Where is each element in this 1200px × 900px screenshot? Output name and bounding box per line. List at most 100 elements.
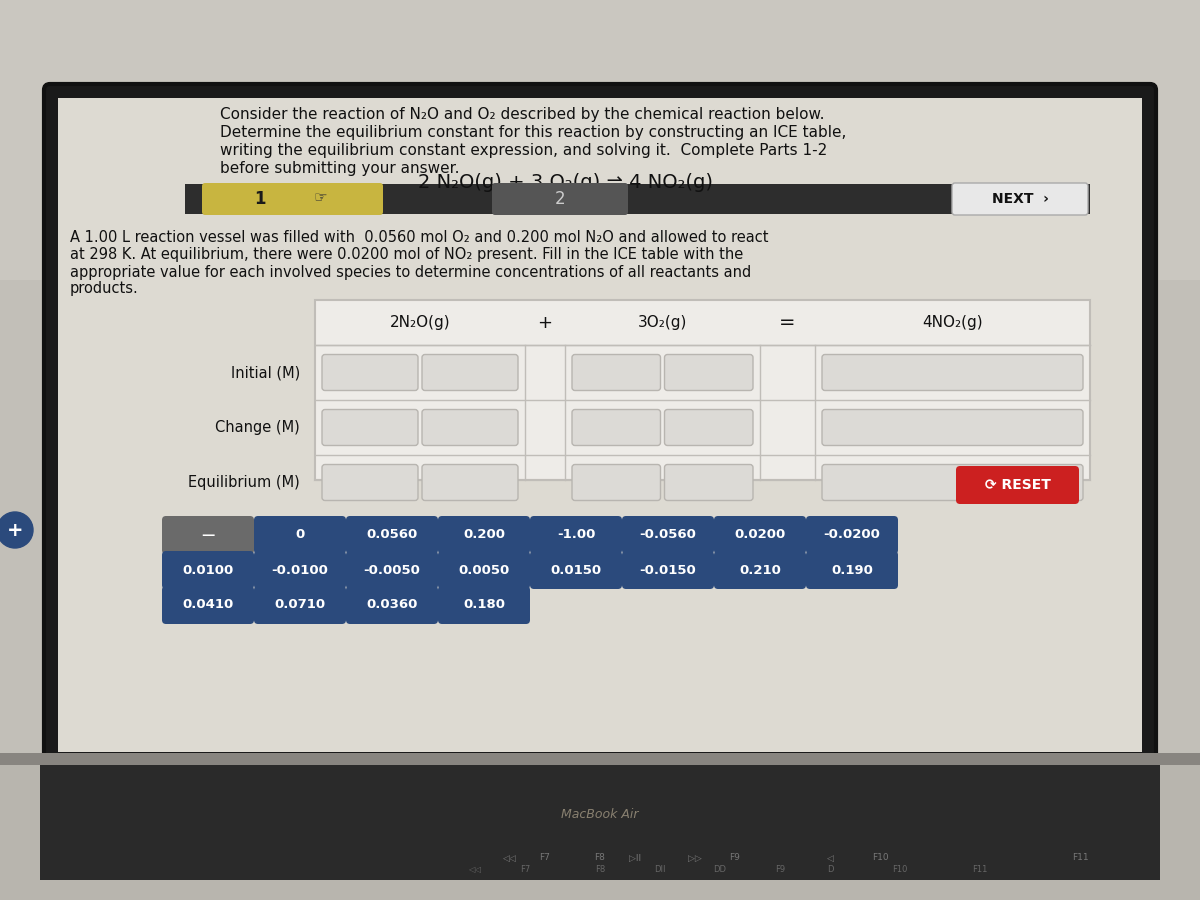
Text: 0.0150: 0.0150 [551, 563, 601, 577]
Text: 1: 1 [254, 190, 265, 208]
Circle shape [0, 512, 34, 548]
Text: 0.0410: 0.0410 [182, 598, 234, 611]
FancyBboxPatch shape [162, 516, 254, 554]
Text: —: — [202, 528, 215, 542]
FancyBboxPatch shape [438, 516, 530, 554]
Text: 3O₂(g): 3O₂(g) [638, 315, 688, 330]
FancyBboxPatch shape [665, 355, 754, 391]
Bar [0, 0, 1200, 280]
Text: -0.0560: -0.0560 [640, 528, 696, 542]
Text: F11: F11 [972, 866, 988, 875]
FancyBboxPatch shape [422, 464, 518, 500]
FancyBboxPatch shape [438, 551, 530, 589]
FancyBboxPatch shape [572, 355, 660, 391]
Text: 2 N₂O(g) + 3 O₂(g) ⇌ 4 NO₂(g): 2 N₂O(g) + 3 O₂(g) ⇌ 4 NO₂(g) [418, 173, 713, 192]
FancyBboxPatch shape [254, 551, 346, 589]
Text: A 1.00 L reaction vessel was filled with  0.0560 mol O₂ and 0.200 mol N₂O and al: A 1.00 L reaction vessel was filled with… [70, 230, 768, 246]
Text: products.: products. [70, 282, 139, 296]
Bar [0, 0, 1200, 770]
Text: ◁◁: ◁◁ [468, 866, 481, 875]
FancyBboxPatch shape [665, 464, 754, 500]
Text: F7: F7 [520, 866, 530, 875]
FancyBboxPatch shape [622, 516, 714, 554]
FancyBboxPatch shape [714, 551, 806, 589]
Text: F9: F9 [730, 853, 740, 862]
FancyBboxPatch shape [952, 183, 1088, 215]
Text: Change (M): Change (M) [215, 420, 300, 435]
Text: NEXT  ›: NEXT › [991, 192, 1049, 206]
Bar [314, 300, 1090, 480]
Text: 0.0050: 0.0050 [458, 563, 510, 577]
FancyBboxPatch shape [346, 516, 438, 554]
Text: +: + [7, 520, 23, 539]
FancyBboxPatch shape [822, 410, 1084, 446]
Text: DII: DII [654, 866, 666, 875]
Text: 2: 2 [554, 190, 565, 208]
FancyBboxPatch shape [492, 183, 628, 215]
Text: ⟳ RESET: ⟳ RESET [984, 478, 1050, 492]
FancyBboxPatch shape [530, 516, 622, 554]
Text: -0.0100: -0.0100 [271, 563, 329, 577]
Text: 0.0710: 0.0710 [275, 598, 325, 611]
Bar [0, 755, 1200, 900]
FancyBboxPatch shape [572, 410, 660, 446]
Text: =: = [779, 313, 796, 332]
Text: 0.0560: 0.0560 [366, 528, 418, 542]
FancyBboxPatch shape [162, 586, 254, 624]
FancyBboxPatch shape [44, 84, 1156, 766]
Text: F7: F7 [540, 853, 551, 862]
FancyBboxPatch shape [822, 355, 1084, 391]
Text: 0.190: 0.190 [832, 563, 872, 577]
Text: Initial (M): Initial (M) [230, 365, 300, 380]
FancyBboxPatch shape [346, 586, 438, 624]
Text: -1.00: -1.00 [557, 528, 595, 542]
Text: Determine the equilibrium constant for this reaction by constructing an ICE tabl: Determine the equilibrium constant for t… [220, 125, 846, 140]
Text: F10: F10 [893, 866, 907, 875]
Text: F8: F8 [594, 853, 606, 862]
FancyBboxPatch shape [254, 586, 346, 624]
Text: MacBook Air: MacBook Air [562, 807, 638, 821]
Text: F9: F9 [775, 866, 785, 875]
FancyBboxPatch shape [202, 183, 383, 215]
Text: 0.200: 0.200 [463, 528, 505, 542]
Text: at 298 K. At equilibrium, there were 0.0200 mol of NO₂ present. Fill in the ICE : at 298 K. At equilibrium, there were 0.0… [70, 248, 743, 263]
Text: Equilibrium (M): Equilibrium (M) [188, 475, 300, 490]
Text: DD: DD [714, 866, 726, 875]
Text: 0.210: 0.210 [739, 563, 781, 577]
FancyBboxPatch shape [322, 355, 418, 391]
Text: writing the equilibrium constant expression, and solving it.  Complete Parts 1-2: writing the equilibrium constant express… [220, 143, 827, 158]
Text: 0.0200: 0.0200 [734, 528, 786, 542]
Text: ☞: ☞ [313, 191, 326, 205]
FancyBboxPatch shape [665, 410, 754, 446]
Text: F11: F11 [1072, 853, 1088, 862]
Text: +: + [538, 313, 552, 331]
Text: 0: 0 [295, 528, 305, 542]
Text: ◁: ◁ [827, 853, 834, 862]
Text: before submitting your answer.: before submitting your answer. [220, 161, 460, 176]
Text: D: D [827, 866, 833, 875]
FancyBboxPatch shape [422, 355, 518, 391]
FancyBboxPatch shape [322, 410, 418, 446]
FancyBboxPatch shape [58, 98, 1142, 752]
Text: ▷▷: ▷▷ [688, 853, 702, 862]
Text: -0.0050: -0.0050 [364, 563, 420, 577]
FancyBboxPatch shape [806, 551, 898, 589]
Text: F8: F8 [595, 866, 605, 875]
Text: F10: F10 [871, 853, 888, 862]
Text: 4NO₂(g): 4NO₂(g) [922, 315, 983, 330]
Text: appropriate value for each involved species to determine concentrations of all r: appropriate value for each involved spec… [70, 265, 751, 280]
Text: ▷ll: ▷ll [629, 853, 641, 862]
Bar [185, 184, 1090, 214]
FancyBboxPatch shape [346, 551, 438, 589]
FancyBboxPatch shape [714, 516, 806, 554]
FancyBboxPatch shape [622, 551, 714, 589]
Text: 2N₂O(g): 2N₂O(g) [390, 315, 450, 330]
Text: Consider the reaction of N₂O and O₂ described by the chemical reaction below.: Consider the reaction of N₂O and O₂ desc… [220, 107, 824, 122]
FancyBboxPatch shape [572, 464, 660, 500]
FancyBboxPatch shape [822, 464, 1084, 500]
FancyBboxPatch shape [806, 516, 898, 554]
Bar [0, 753, 1200, 765]
Bar [40, 765, 1160, 880]
Text: 0.0100: 0.0100 [182, 563, 234, 577]
FancyBboxPatch shape [530, 551, 622, 589]
